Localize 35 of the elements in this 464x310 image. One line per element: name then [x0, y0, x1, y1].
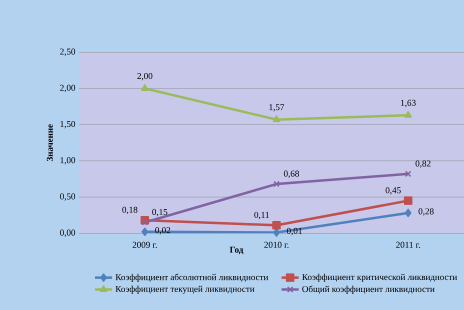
data-label: 0,18 — [122, 206, 138, 214]
data-label: 0,11 — [254, 212, 269, 220]
x-axis-title: Год — [230, 246, 244, 254]
legend-label: Коэффициент критической ликвидности — [302, 274, 457, 282]
data-label: 2,00 — [137, 72, 152, 80]
legend-label: Коэффициент абсолютной ликвидности — [116, 274, 268, 282]
point — [273, 180, 280, 188]
data-label: 0,15 — [152, 208, 168, 216]
y-tick-label: 1,00 — [60, 157, 76, 165]
y-axis-title: Значение — [46, 124, 53, 162]
legend-label: Коэффициент текущей ликвидности — [116, 286, 254, 294]
point — [404, 196, 412, 205]
y-tick-label: 2,50 — [60, 48, 76, 56]
data-label: 0,01 — [286, 228, 302, 236]
legend-label: Общий коэффициент ликвидности — [302, 286, 435, 294]
data-label: 1,57 — [269, 104, 284, 112]
point — [272, 221, 281, 230]
point — [272, 115, 280, 122]
x-tick-label: 2009 г. — [132, 242, 157, 248]
point — [404, 208, 412, 218]
data-label: 0,82 — [416, 160, 430, 168]
y-tick-label: 0,50 — [60, 193, 76, 201]
data-label: 0,45 — [386, 187, 401, 195]
point — [141, 228, 148, 236]
x-tick-label: 2010 г. — [264, 242, 289, 248]
y-tick-label: 1,50 — [60, 120, 76, 128]
point — [404, 170, 412, 178]
data-label: 0,28 — [418, 208, 434, 216]
y-tick-label: 0,00 — [60, 230, 76, 237]
data-label: 1,63 — [401, 100, 416, 108]
data-label: 0,68 — [284, 170, 299, 178]
y-tick-label: 2,00 — [60, 84, 76, 92]
point — [404, 110, 412, 118]
x-tick-label: 2011 г. — [396, 242, 420, 248]
point — [141, 84, 149, 91]
